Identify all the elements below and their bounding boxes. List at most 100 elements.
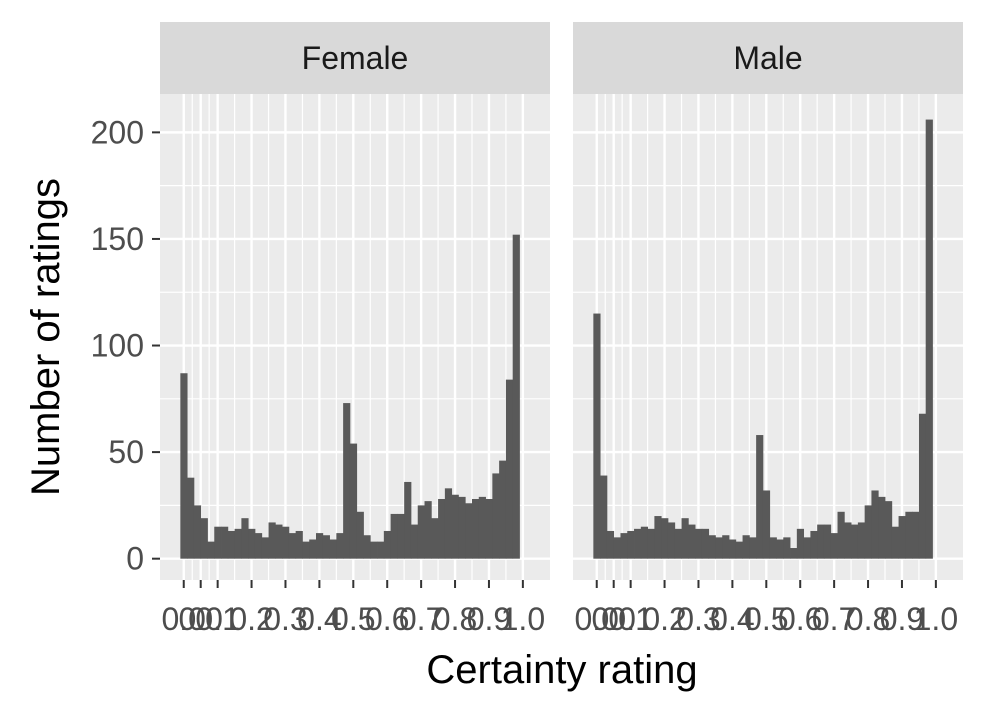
histogram-bar [891,526,899,559]
facet-strip [160,22,550,94]
facet-strip [573,22,963,94]
histogram-bar [878,496,886,559]
histogram-bar [505,379,514,559]
histogram-bar [343,403,351,559]
histogram-bar [857,522,866,559]
histogram-bar [248,528,256,559]
histogram-bar [864,505,872,559]
histogram-bar [756,435,764,559]
x-tick-label: 0.0 [591,601,635,637]
histogram-bar [458,496,466,559]
histogram-bar [715,537,723,559]
histogram-bar [769,537,777,559]
histogram-bar [593,313,601,559]
histogram-bar [722,535,730,559]
histogram-bar [404,481,412,559]
histogram-bar [282,526,290,559]
histogram-bar [735,541,743,559]
histogram-bar [885,501,893,559]
x-tick-label: 0.5 [744,601,788,637]
x-tick-label: 1.0 [914,601,958,637]
histogram-bar [383,530,392,559]
histogram-bar [776,539,784,559]
x-tick-label: 0.6 [365,601,409,637]
x-axis-title: Certainty rating [426,648,697,692]
histogram-bar [390,513,398,559]
histogram-bar [620,533,628,559]
x-tick-label: 0.1 [195,601,239,637]
histogram-bar [647,528,655,559]
x-tick-label: 0.5 [331,601,375,637]
histogram-bar [309,539,317,559]
histogram-bar [871,490,879,559]
histogram-bar [492,473,500,559]
histogram-bar [823,524,832,559]
histogram-bar [918,413,927,559]
histogram-bar [600,475,608,559]
histogram-bar [729,539,737,559]
histogram-bar [180,373,188,559]
histogram-bar [654,516,662,559]
histogram-bar [214,526,222,559]
histogram-bar [316,533,324,559]
histogram-bar [370,541,378,559]
histogram-bar [606,530,615,559]
x-tick-label: 0.0 [178,601,222,637]
histogram-bar [627,530,635,559]
histogram-bar [681,518,689,559]
histogram-bar [837,511,845,559]
y-tick-label: 50 [108,434,144,470]
histogram-bar [268,522,276,559]
histogram-bar [356,511,364,559]
x-tick-label: 0.2 [642,601,686,637]
facet-strip-label: Female [302,40,409,76]
histogram-bar [701,528,710,559]
histogram-bar [803,537,811,559]
histogram-bar [431,518,439,559]
histogram-bar [499,460,507,559]
histogram-bar [688,524,696,559]
histogram-bar [817,524,825,559]
histogram-bar [193,505,202,559]
x-tick-label: 0.8 [846,601,890,637]
histogram-bar [674,528,682,559]
x-tick-label: 0.1 [608,601,652,637]
histogram-bar [288,533,297,559]
histogram-bar [667,522,676,559]
histogram-bar [783,537,791,559]
histogram-bar [221,526,229,559]
histogram-bar [790,548,798,559]
histogram-bar [661,518,669,559]
histogram-bar [322,535,330,559]
x-tick-label: 0.8 [433,601,477,637]
histogram-bar [397,513,405,559]
histogram-bar [796,528,805,559]
histogram-bar [640,526,649,559]
histogram-bar [234,528,242,559]
histogram-bar [227,530,236,559]
histogram-bar [465,503,473,559]
x-tick-label: 0.4 [297,601,341,637]
y-tick-label: 0 [126,541,144,577]
histogram-bar [336,533,344,559]
histogram-bar [512,234,520,559]
y-axis-title: Number of ratings [24,178,68,496]
histogram-bar [851,524,859,559]
histogram-bar [417,505,425,559]
x-tick-label: 0.0 [574,601,618,637]
histogram-bar [898,516,906,559]
histogram-bar [695,528,703,559]
x-tick-label: 0.7 [399,601,443,637]
histogram-bar [844,522,852,559]
histogram-bar [925,119,933,559]
histogram-bar [187,477,195,559]
histogram-bar [749,537,757,559]
histogram-bar [742,535,750,559]
histogram-bar [438,499,446,559]
histogram-bar [200,518,208,559]
x-tick-label: 0.9 [880,601,924,637]
histogram-bar [478,496,486,559]
histogram-bar [830,533,838,559]
histogram-bar [708,535,716,559]
